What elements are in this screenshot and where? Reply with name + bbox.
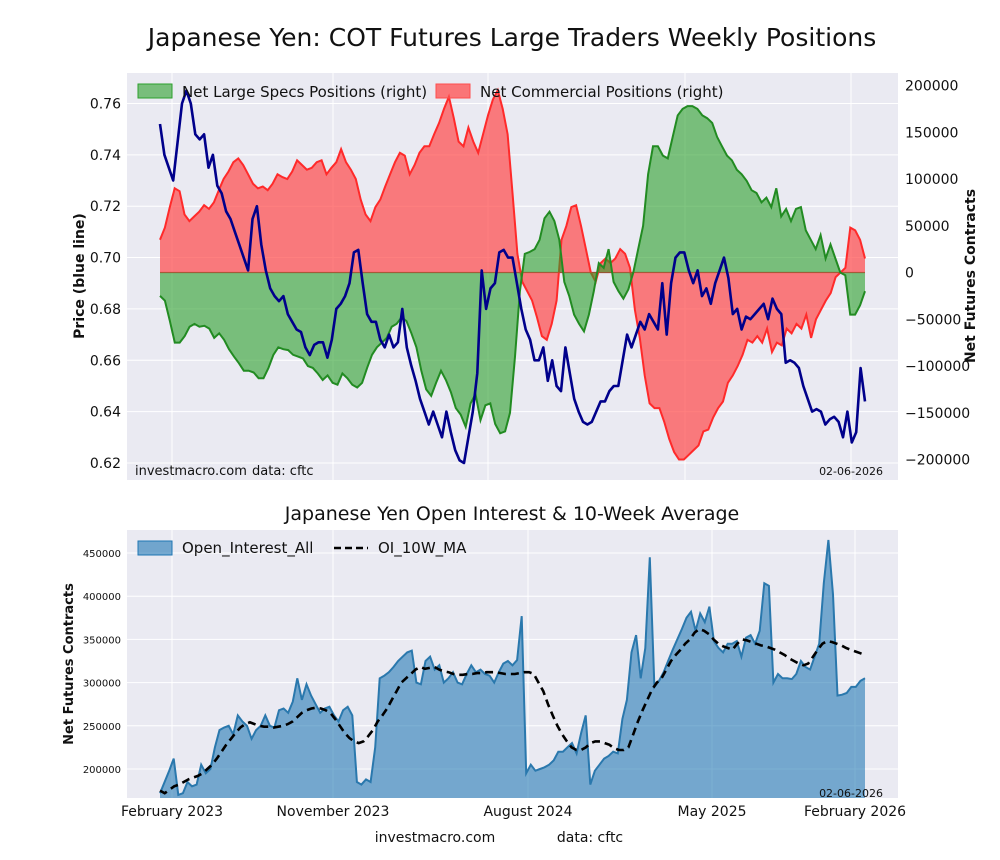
open-interest-tick-label: 300000 [83,679,121,690]
open-interest-line [159,539,866,797]
oi-moving-average-line [159,627,866,795]
open-interest-title: Japanese Yen Open Interest & 10-Week Ave… [284,503,739,525]
net-contracts-tick-label: −100000 [905,359,970,375]
price-tick-label: 0.64 [90,405,121,421]
price-tick-label: 0.74 [90,148,121,164]
top-date-stamp: 02-06-2026 [819,465,883,478]
legend-label-large-specs: Net Large Specs Positions (right) [182,83,427,101]
price-tick-label: 0.68 [90,302,121,318]
top-watermark-source: data: cftc [252,464,314,479]
price-tick-label: 0.66 [90,353,121,369]
open-interest-tick-label: 350000 [83,635,121,646]
net-large-specs-fill [160,106,865,434]
bottom-legend: Open_Interest_All OI_10W_MA [137,539,467,558]
footer-site: investmacro.com [375,830,495,846]
footer-source: data: cftc [557,830,623,846]
bottom-panel: Japanese Yen Open Interest & 10-Week Ave… [62,503,906,820]
net-contracts-tick-label: −200000 [905,453,970,469]
top-legend: Net Large Specs Positions (right) Net Co… [137,83,724,101]
open-interest-axis-label: Net Futures Contracts [62,583,77,745]
net-large-specs-line [159,105,866,435]
open-interest-fill [160,540,865,798]
bottom-date-stamp: 02-06-2026 [819,787,883,800]
net-contracts-tick-label: 150000 [905,125,958,141]
open-interest-tick-label: 450000 [83,549,121,560]
legend-swatch-large-specs [137,83,173,99]
figure-title: Japanese Yen: COT Futures Large Traders … [146,23,876,52]
net-commercial-area [159,87,866,461]
date-tick-label: February 2026 [804,804,906,820]
price-tick-label: 0.76 [90,96,121,112]
date-tick-label: November 2023 [277,804,390,820]
price-line [158,89,867,465]
open-interest-area [159,539,866,798]
bottom-x-ticks: February 2023 November 2023 August 2024 May… [121,804,906,820]
net-contracts-tick-label: 100000 [905,172,958,188]
date-tick-label: May 2025 [677,804,746,820]
net-contracts-tick-label: −50000 [905,312,961,328]
legend-swatch-commercial [435,83,471,99]
price-tick-label: 0.72 [90,199,121,215]
top-watermark-site: investmacro.com [135,464,247,479]
net-contracts-axis-label: Net Futures Contracts [963,189,979,363]
legend-label-ma: OI_10W_MA [378,539,467,558]
top-panel: 0.62 0.64 0.66 0.68 0.70 0.72 0.74 0.76 −200000… [72,73,979,480]
legend-label-commercial: Net Commercial Positions (right) [480,83,724,101]
net-contracts-tick-label: 0 [905,266,914,282]
net-commercial-line [159,87,866,461]
price-axis-label: Price (blue line) [72,213,88,339]
legend-label-open-interest: Open_Interest_All [182,539,313,558]
top-left-ticks: 0.62 0.64 0.66 0.68 0.70 0.72 0.74 0.76 [90,96,121,472]
bottom-y-ticks: 200000 250000 300000 350000 400000 450000 [83,549,121,776]
price-tick-label: 0.70 [90,251,121,267]
net-commercial-fill [160,90,865,460]
open-interest-tick-label: 200000 [83,765,121,776]
open-interest-tick-label: 400000 [83,592,121,603]
net-contracts-tick-label: 200000 [905,79,958,95]
legend-swatch-open-interest [137,540,173,556]
net-contracts-tick-label: 50000 [905,219,950,235]
open-interest-tick-label: 250000 [83,722,121,733]
date-tick-label: August 2024 [483,804,572,820]
net-contracts-tick-label: −150000 [905,406,970,422]
net-large-specs-area [159,105,866,435]
date-tick-label: February 2023 [121,804,223,820]
price-tick-label: 0.62 [90,456,121,472]
oi-moving-average-path [159,627,866,795]
top-right-ticks: −200000 −150000 −100000 −50000 0 50000 100000 1… [905,79,970,469]
price-line-path [158,89,867,465]
